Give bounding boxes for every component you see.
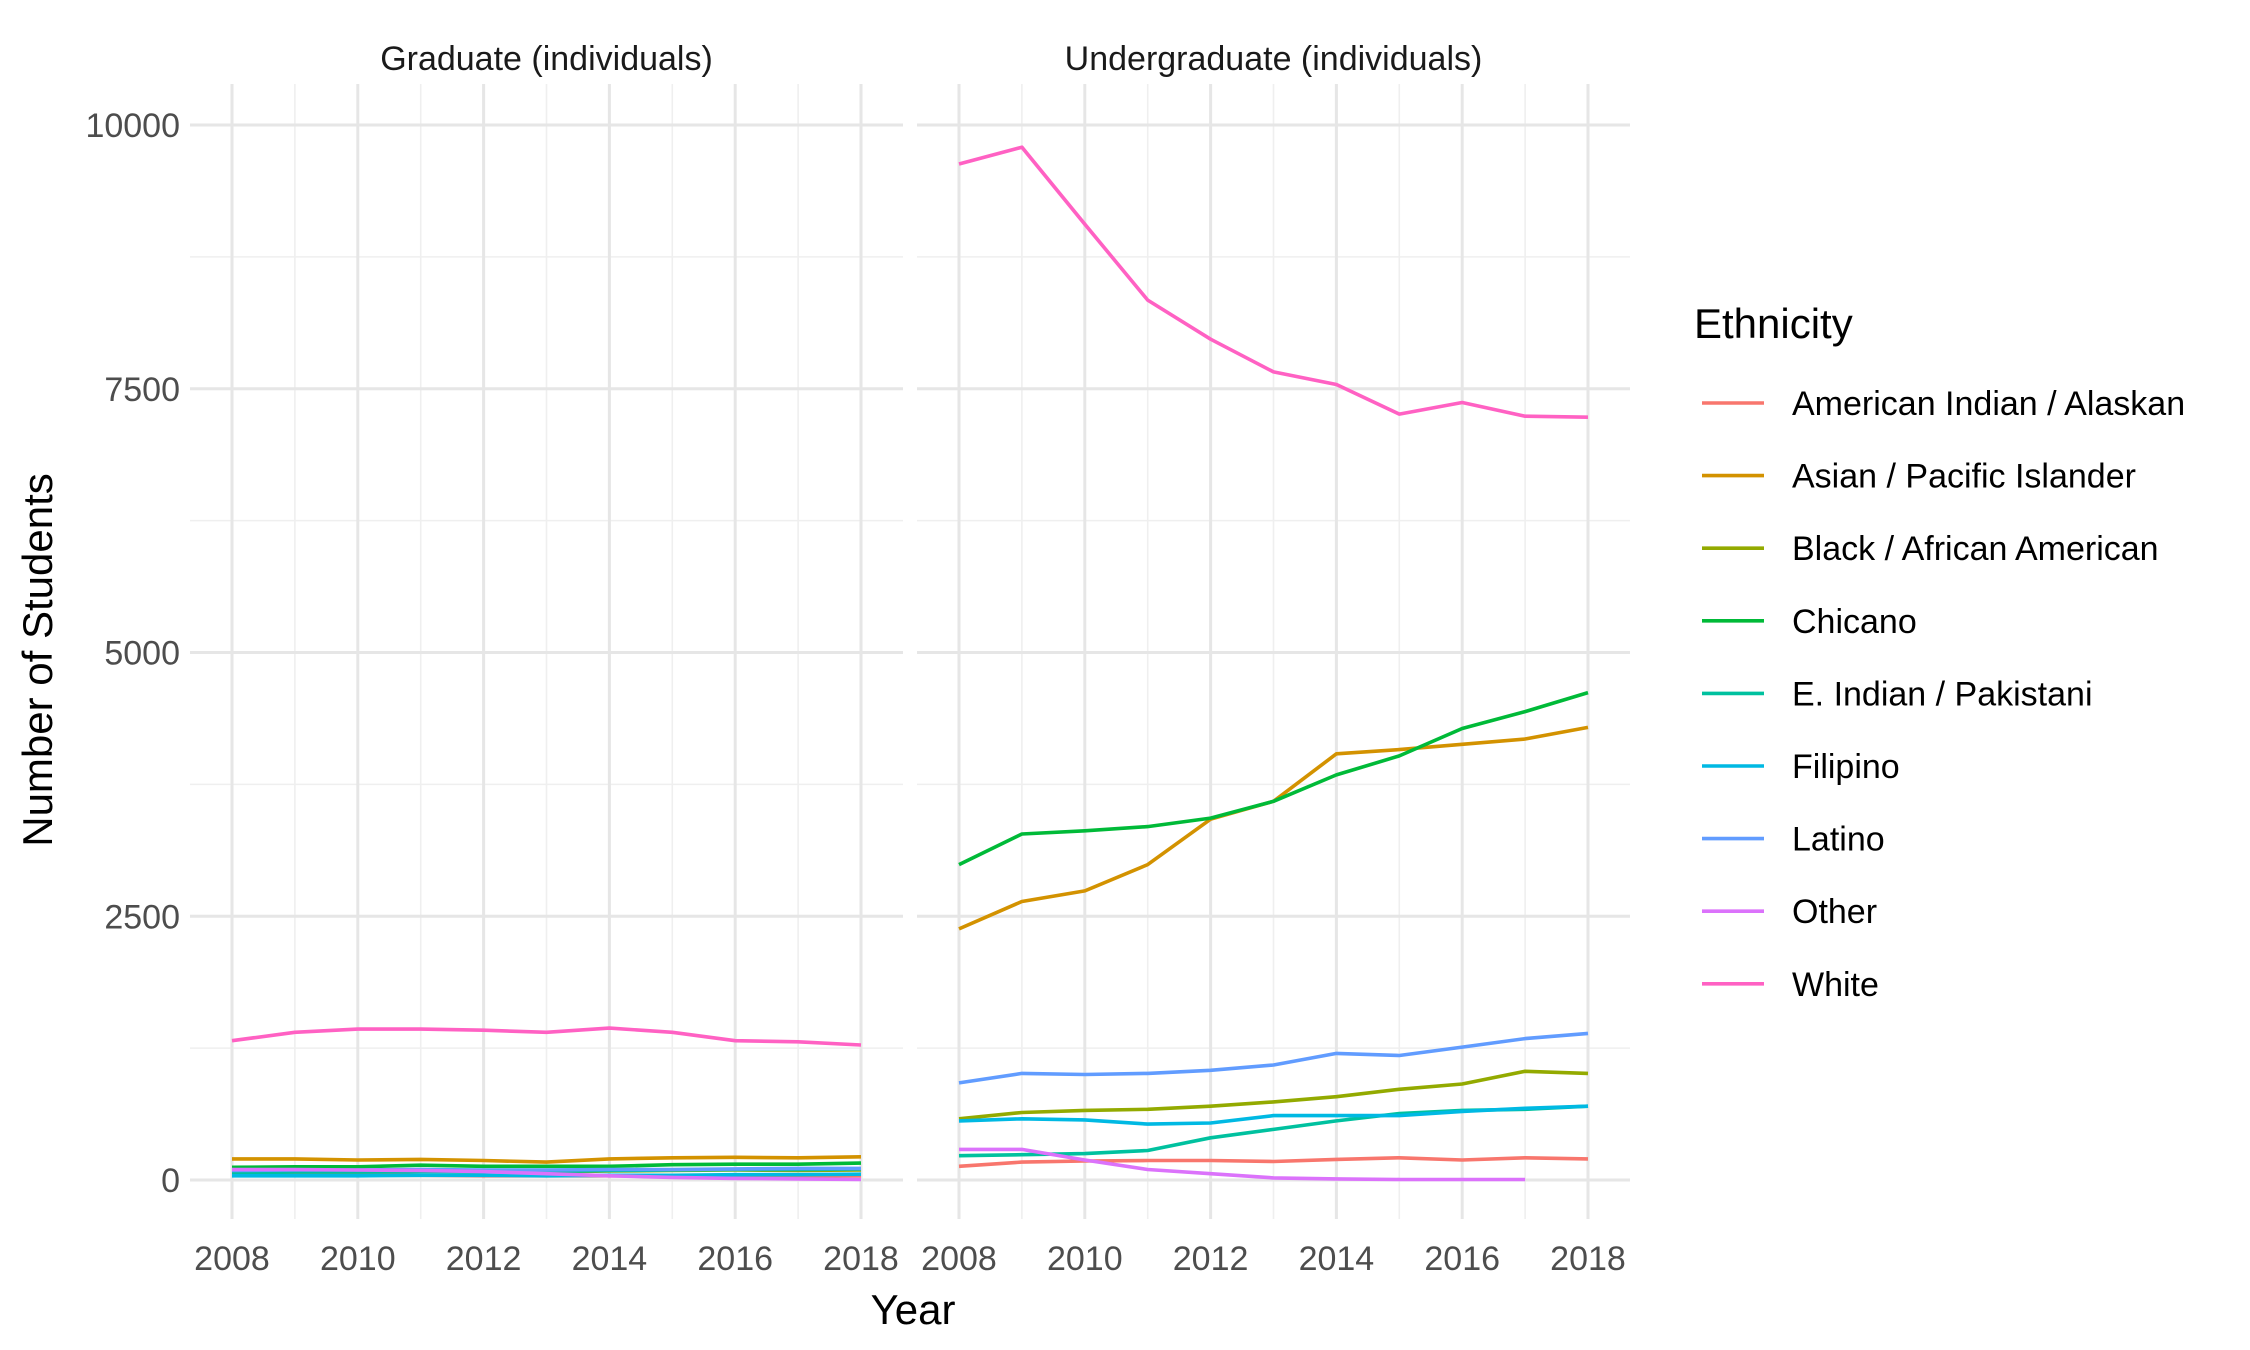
x-tick-label: 2010 xyxy=(320,1240,396,1278)
series-line-asian-pacific-islander xyxy=(232,1155,862,1164)
series-line-white xyxy=(231,1026,862,1047)
series-line-chicano xyxy=(231,1161,862,1170)
legend-label: American Indian / Alaskan xyxy=(1792,385,2185,423)
series-line-other xyxy=(959,1147,1526,1182)
legend-item-american-indian-alaskan: American Indian / Alaskan xyxy=(1702,385,2185,423)
legend-label: Chicano xyxy=(1792,603,1917,641)
series-lines xyxy=(958,145,1589,1182)
legend: Ethnicity American Indian / Alaskan Asian… xyxy=(1694,300,2185,1004)
facet-panel-graduate-individuals: Graduate (individuals) xyxy=(190,40,903,1219)
x-tick-label: 2012 xyxy=(446,1240,522,1278)
legend-item-latino: Latino xyxy=(1702,821,1885,859)
legend-label: Black / African American xyxy=(1792,530,2159,568)
y-axis-title: Number of Students xyxy=(14,473,61,847)
x-axis-ticks: 2008 2010 2012 2014 2016 2018 2008 2010 2012 2014… xyxy=(194,1240,1626,1278)
series-line-black-african-american xyxy=(958,1069,1589,1121)
x-tick-label: 2008 xyxy=(921,1240,997,1278)
series-line-american-indian-alaskan xyxy=(958,1156,1589,1169)
x-axis-title: Year xyxy=(871,1286,956,1333)
series-line-filipino xyxy=(958,1104,1589,1126)
x-tick-label: 2012 xyxy=(1173,1240,1249,1278)
legend-item-e-indian-pakistani: E. Indian / Pakistani xyxy=(1702,675,2093,713)
x-tick-label: 2018 xyxy=(1550,1240,1626,1278)
series-lines xyxy=(231,1026,862,1182)
x-tick-label: 2014 xyxy=(1299,1240,1375,1278)
y-tick-label: 7500 xyxy=(104,371,180,409)
legend-label: Latino xyxy=(1792,821,1885,859)
series-line-latino xyxy=(958,1031,1589,1085)
facet-strip-label: Graduate (individuals) xyxy=(380,40,713,78)
legend-item-white: White xyxy=(1702,966,1879,1004)
legend-label: E. Indian / Pakistani xyxy=(1792,675,2093,713)
legend-label: Filipino xyxy=(1792,748,1900,786)
x-tick-label: 2014 xyxy=(572,1240,648,1278)
y-tick-label: 5000 xyxy=(104,635,180,673)
series-line-chicano xyxy=(958,690,1589,867)
legend-title: Ethnicity xyxy=(1694,300,1853,347)
series-line-filipino xyxy=(232,1172,862,1178)
y-axis-ticks: 0 2500 5000 7500 10000 xyxy=(85,107,180,1200)
legend-item-filipino: Filipino xyxy=(1702,748,1900,786)
y-tick-label: 2500 xyxy=(104,898,180,936)
legend-item-chicano: Chicano xyxy=(1702,603,1917,641)
legend-item-other: Other xyxy=(1702,893,1877,931)
x-tick-label: 2010 xyxy=(1047,1240,1123,1278)
x-tick-label: 2016 xyxy=(1424,1240,1500,1278)
facet-strip-label: Undergraduate (individuals) xyxy=(1065,40,1483,78)
x-tick-label: 2016 xyxy=(697,1240,773,1278)
legend-item-black-african-american: Black / African American xyxy=(1702,530,2159,568)
legend-label: White xyxy=(1792,966,1879,1004)
legend-items: American Indian / Alaskan Asian / Pacific… xyxy=(1702,385,2185,1004)
gridlines xyxy=(190,84,903,1219)
x-tick-label: 2018 xyxy=(823,1240,899,1278)
y-tick-label: 0 xyxy=(161,1162,180,1200)
x-tick-label: 2008 xyxy=(194,1240,270,1278)
series-line-white xyxy=(958,145,1589,419)
legend-label: Asian / Pacific Islander xyxy=(1792,458,2136,496)
legend-item-asian-pacific-islander: Asian / Pacific Islander xyxy=(1702,458,2136,496)
facets-layer: Graduate (individuals) Undergraduate (ind… xyxy=(190,40,1630,1219)
legend-label: Other xyxy=(1792,893,1877,931)
gridlines xyxy=(917,84,1630,1219)
y-tick-label: 10000 xyxy=(85,107,180,145)
series-line-other xyxy=(232,1167,862,1182)
facet-panel-undergraduate-individuals: Undergraduate (individuals) xyxy=(917,40,1630,1219)
